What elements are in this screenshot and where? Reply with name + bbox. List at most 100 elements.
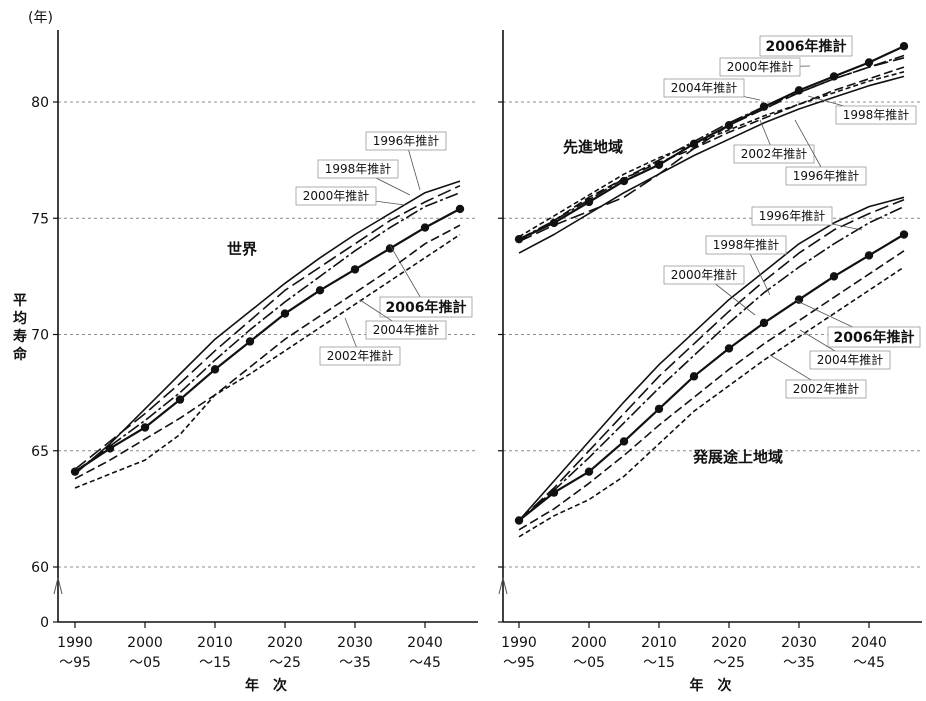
series-line-2002年推計 [518, 71, 905, 238]
series-line-1996年推計 [518, 75, 905, 254]
data-point [864, 251, 874, 260]
annotation-label: 2002年推計 [327, 348, 394, 363]
region-label-developing: 発展途上地域 [692, 448, 783, 466]
x-tick-label: 2000 [571, 635, 607, 651]
annotation-label: 2006年推計 [766, 38, 847, 55]
data-point [140, 423, 150, 432]
annotation-box [319, 346, 401, 366]
y-tick-label: 0 [40, 615, 49, 631]
axis-break-mark [53, 577, 63, 595]
x-tick-label: 2020 [711, 635, 747, 651]
x-tick-label: 2030 [781, 635, 817, 651]
data-point [549, 488, 559, 497]
y-axis-title-char: 平 [13, 293, 27, 309]
annotation-label: 2006年推計 [834, 329, 915, 346]
region-label-developed: 先進地域 [563, 138, 623, 156]
series-line-1998年推計 [518, 198, 905, 522]
panel-world: 0 60 65 70 75 80 1990 ～95 2000 ～05 2010 ～15 2020 ～25 2… [31, 30, 478, 694]
series-line-2000年推計 [74, 191, 461, 473]
x-tick-label: 2010 [197, 635, 233, 651]
x-tick-label: ～25 [269, 655, 301, 671]
data-point [724, 344, 734, 353]
series-line-1998年推計 [74, 184, 461, 470]
annotation-label: 1998年推計 [713, 237, 780, 252]
series-line-2004年推計 [518, 250, 905, 531]
x-tick-label: 2020 [267, 635, 303, 651]
series-line-2000年推計 [518, 205, 905, 522]
annotation-box [365, 320, 447, 340]
annotation-box [751, 206, 833, 226]
annotation-label: 1998年推計 [843, 107, 910, 122]
data-point [759, 318, 769, 328]
x-tick-label: ～05 [573, 655, 605, 671]
annotation-label: 1996年推計 [759, 208, 826, 223]
data-point [584, 467, 594, 476]
data-point [315, 286, 325, 295]
annotation-box [295, 186, 377, 206]
series-line-2004年推計 [74, 224, 461, 480]
data-point [280, 309, 290, 318]
series-line-2002年推計 [518, 266, 905, 538]
x-tick-label: 2040 [407, 635, 443, 651]
annotation-box [827, 326, 921, 348]
x-tick-label: 2010 [641, 635, 677, 651]
annotation-label: 2000年推計 [303, 188, 370, 203]
x-tick-label: ～35 [339, 655, 371, 671]
annotation-label: 2002年推計 [741, 146, 808, 161]
annotation-box [835, 105, 917, 125]
annotation-box [317, 159, 399, 179]
data-point [105, 444, 115, 453]
annotation-label: 1998年推計 [325, 161, 392, 176]
annotation-box [785, 379, 867, 399]
series-line-2006年推計 [518, 233, 905, 522]
x-tick-label: ～35 [783, 655, 815, 671]
annotation-box [759, 35, 853, 57]
y-axis-title-char: 命 [12, 346, 28, 363]
x-tick-label: ～15 [643, 655, 675, 671]
annotation-label: 1996年推計 [793, 168, 860, 183]
x-tick-label: 2000 [127, 635, 163, 651]
data-point [619, 437, 629, 446]
x-tick-label: 1990 [501, 635, 537, 651]
data-point [245, 337, 255, 346]
annotation-label: 2000年推計 [671, 267, 738, 282]
y-tick-label: 60 [31, 560, 49, 576]
x-tick-label: ～25 [713, 655, 745, 671]
annotation-label: 2000年推計 [727, 59, 794, 74]
panel-regions: 1990 ～95 2000 ～05 2010 ～15 2020 ～25 2030 ～35 2040 ～… [498, 30, 922, 694]
annotation-box [719, 57, 801, 77]
y-axis-title-char: 均 [13, 310, 27, 327]
data-point [385, 244, 395, 253]
panel-title-world: 世界 [227, 240, 257, 258]
series-line-2006年推計 [74, 207, 461, 473]
data-point [584, 197, 594, 207]
data-point [899, 230, 909, 239]
annotation-box [705, 235, 787, 255]
data-point [899, 42, 909, 51]
x-tick-label: ～15 [199, 655, 231, 671]
data-point [759, 102, 769, 111]
annotation-box [785, 166, 867, 186]
axis-break-mark [498, 577, 508, 595]
data-point [350, 265, 360, 274]
x-tick-label: ～95 [503, 655, 535, 671]
y-tick-label: 80 [31, 95, 49, 111]
x-tick-label: ～45 [853, 655, 885, 671]
x-axis-title: 年 次 [245, 677, 287, 694]
data-point [70, 467, 80, 476]
y-axis-title-char: 寿 [13, 328, 27, 345]
x-tick-label: ～45 [409, 655, 441, 671]
annotation-box [365, 131, 447, 151]
data-point [689, 372, 699, 381]
x-tick-label: 2040 [851, 635, 887, 651]
annotation-label: 2006年推計 [386, 299, 467, 316]
data-point [829, 272, 839, 281]
series-line-1996年推計 [74, 180, 461, 475]
y-tick-label: 75 [31, 211, 49, 227]
x-tick-label: 1990 [57, 635, 93, 651]
annotation-label: 2004年推計 [671, 80, 738, 95]
annotation-box [663, 78, 745, 98]
data-point [514, 516, 524, 525]
